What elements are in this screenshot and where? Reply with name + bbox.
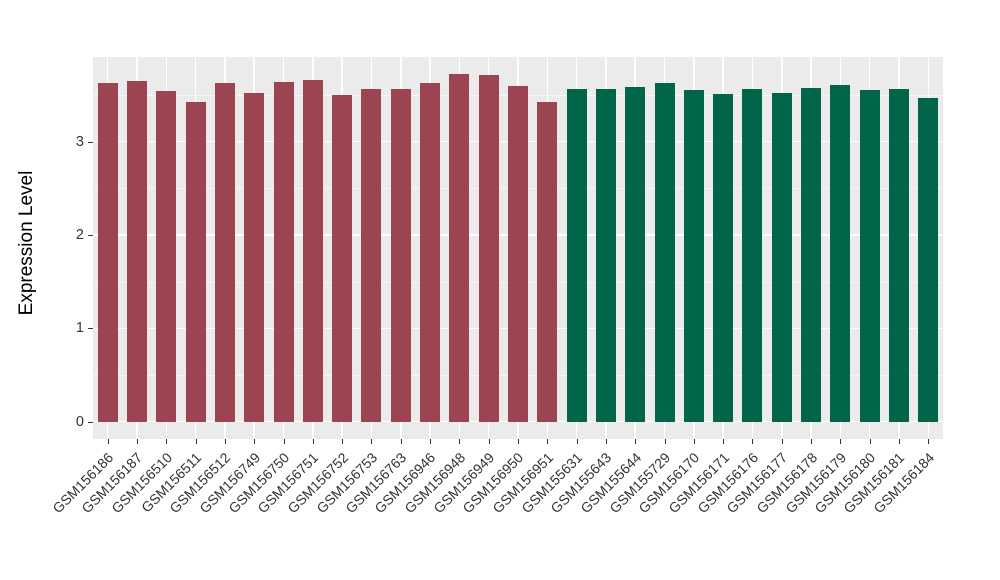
x-tick-mark (899, 439, 901, 444)
y-tick-mark (88, 421, 93, 423)
x-tick-mark (781, 439, 783, 444)
bar-GSM156511 (185, 101, 206, 422)
x-tick-mark (371, 439, 373, 444)
x-tick-mark (430, 439, 432, 444)
bar-GSM156751 (302, 80, 323, 422)
bar-GSM156176 (742, 89, 763, 422)
x-tick-mark (869, 439, 871, 444)
bar-GSM156752 (332, 95, 353, 422)
bar-GSM156177 (771, 93, 792, 422)
x-tick-mark (107, 439, 109, 444)
bar-GSM156178 (801, 87, 822, 422)
x-tick-mark (254, 439, 256, 444)
y-tick-label: 3 (75, 133, 84, 150)
y-tick-label: 1 (75, 320, 84, 337)
bar-GSM156948 (449, 73, 470, 422)
bar-GSM156170 (683, 90, 704, 422)
y-tick-label: 0 (75, 413, 84, 430)
bar-GSM156171 (713, 94, 734, 422)
bar-GSM155643 (595, 88, 616, 422)
bar-GSM156186 (97, 82, 118, 422)
x-tick-mark (166, 439, 168, 444)
y-tick-mark (88, 141, 93, 143)
bar-GSM156179 (830, 84, 851, 422)
bar-GSM156750 (273, 81, 294, 422)
bar-GSM156951 (537, 101, 558, 422)
x-tick-mark (635, 439, 637, 444)
bar-GSM156949 (478, 75, 499, 422)
bar-GSM155631 (566, 89, 587, 422)
x-tick-mark (195, 439, 197, 444)
y-tick-label: 2 (75, 227, 84, 244)
bar-GSM156749 (244, 93, 265, 422)
x-tick-mark (840, 439, 842, 444)
x-tick-mark (459, 439, 461, 444)
bar-GSM156763 (390, 89, 411, 422)
x-tick-mark (283, 439, 285, 444)
x-tick-mark (136, 439, 138, 444)
bar-GSM156181 (889, 89, 910, 422)
x-tick-mark (693, 439, 695, 444)
bar-GSM156950 (508, 85, 528, 422)
x-axis-labels: GSM156186 GSM156187 GSM156510 GSM156511 GSM1… (49, 445, 943, 575)
x-tick-mark (488, 439, 490, 444)
x-tick-mark (928, 439, 930, 444)
bar-GSM156946 (420, 82, 441, 422)
plot-panel (93, 57, 943, 439)
x-tick-mark (811, 439, 813, 444)
x-tick-mark (224, 439, 226, 444)
bar-GSM156180 (859, 90, 880, 422)
bar-GSM156510 (156, 91, 177, 422)
x-tick-mark (664, 439, 666, 444)
bar-GSM156512 (214, 82, 235, 422)
bar-GSM155729 (654, 82, 675, 422)
x-tick-mark (400, 439, 402, 444)
x-tick-mark (752, 439, 754, 444)
x-tick-mark (342, 439, 344, 444)
bar-GSM156184 (918, 97, 939, 422)
bar-GSM156753 (361, 89, 382, 422)
bar-GSM155644 (625, 86, 646, 422)
bar-GSM156187 (126, 81, 147, 422)
y-tick-mark (88, 235, 93, 237)
x-tick-mark (547, 439, 549, 444)
x-tick-mark (518, 439, 519, 444)
x-tick-mark (312, 439, 314, 444)
x-tick-mark (723, 439, 725, 444)
x-tick-mark (605, 439, 607, 444)
x-tick-mark (576, 439, 578, 444)
y-axis-title: Expression Level (16, 170, 37, 316)
y-tick-mark (88, 328, 93, 330)
